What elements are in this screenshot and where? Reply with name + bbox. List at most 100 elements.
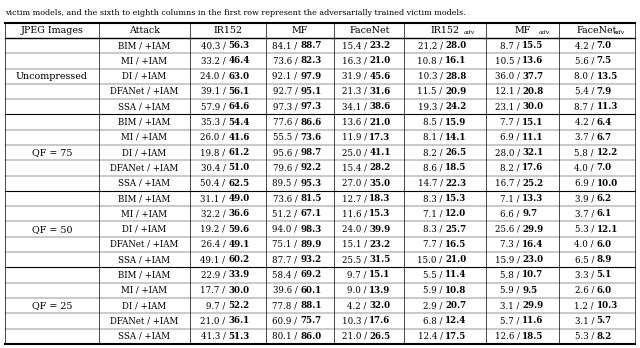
Text: 26.5: 26.5 <box>369 332 390 341</box>
Text: DI / +IAM: DI / +IAM <box>122 301 166 310</box>
Text: 16.3 /: 16.3 / <box>342 56 369 65</box>
Text: 20.8: 20.8 <box>522 87 543 96</box>
Text: SSA / +IAM: SSA / +IAM <box>118 255 170 264</box>
Text: 95.3: 95.3 <box>300 179 321 188</box>
Text: 5.1: 5.1 <box>596 270 612 279</box>
Text: 16.1: 16.1 <box>445 56 467 65</box>
Text: 5.7: 5.7 <box>596 316 612 325</box>
Text: 23.2: 23.2 <box>369 41 390 50</box>
Text: 9.7 /: 9.7 / <box>348 270 369 279</box>
Text: 10.0: 10.0 <box>596 179 618 188</box>
Text: 31.6: 31.6 <box>369 87 390 96</box>
Text: 24.2: 24.2 <box>445 102 467 111</box>
Text: 8.3 /: 8.3 / <box>423 224 445 234</box>
Text: 5.4 /: 5.4 / <box>575 87 596 96</box>
Text: 67.1: 67.1 <box>300 209 321 218</box>
Text: 49.0: 49.0 <box>228 194 250 203</box>
Text: QF = 50: QF = 50 <box>31 224 72 234</box>
Text: 12.0: 12.0 <box>445 209 467 218</box>
Text: 98.7: 98.7 <box>300 148 321 157</box>
Text: 9.5: 9.5 <box>522 286 538 295</box>
Text: 6.4: 6.4 <box>596 118 612 127</box>
Text: 12.4 /: 12.4 / <box>417 332 445 341</box>
Text: 24.0 /: 24.0 / <box>200 72 228 81</box>
Text: 21.3 /: 21.3 / <box>342 87 369 96</box>
Text: 97.3: 97.3 <box>300 102 321 111</box>
Text: 81.5: 81.5 <box>300 194 321 203</box>
Text: 5.9 /: 5.9 / <box>423 286 445 295</box>
Text: 35.0: 35.0 <box>369 179 390 188</box>
Text: 39.1 /: 39.1 / <box>200 87 228 96</box>
Text: 5.8 /: 5.8 / <box>575 148 596 157</box>
Text: 75.7: 75.7 <box>300 316 321 325</box>
Text: 10.7: 10.7 <box>522 270 543 279</box>
Text: QF = 75: QF = 75 <box>31 148 72 157</box>
Text: 39.6 /: 39.6 / <box>273 286 300 295</box>
Text: 18.5: 18.5 <box>522 332 544 341</box>
Text: MF: MF <box>292 26 308 35</box>
Text: 77.6 /: 77.6 / <box>273 118 300 127</box>
Text: 12.6 /: 12.6 / <box>495 332 522 341</box>
Text: 7.7 /: 7.7 / <box>423 240 445 249</box>
Text: 4.2 /: 4.2 / <box>575 41 596 50</box>
Text: 13.6 /: 13.6 / <box>342 118 369 127</box>
Text: 89.5 /: 89.5 / <box>273 179 300 188</box>
Text: 11.3: 11.3 <box>596 102 618 111</box>
Text: 6.9 /: 6.9 / <box>575 179 596 188</box>
Text: 6.7: 6.7 <box>596 133 612 142</box>
Text: 13.6: 13.6 <box>522 56 543 65</box>
Text: adv: adv <box>614 30 625 35</box>
Text: BIM / +IAM: BIM / +IAM <box>118 194 171 203</box>
Text: MI / +IAM: MI / +IAM <box>122 133 168 142</box>
Text: 23.0: 23.0 <box>522 255 543 264</box>
Text: 73.6 /: 73.6 / <box>273 194 300 203</box>
Text: 30.0: 30.0 <box>522 102 543 111</box>
Text: 49.1: 49.1 <box>228 240 250 249</box>
Text: 6.0: 6.0 <box>596 240 612 249</box>
Text: 22.3: 22.3 <box>445 179 467 188</box>
Text: 41.3 /: 41.3 / <box>200 332 228 341</box>
Text: 31.1 /: 31.1 / <box>200 194 228 203</box>
Text: 15.4 /: 15.4 / <box>342 164 369 172</box>
Text: 8.6 /: 8.6 / <box>423 164 445 172</box>
Text: QF = 25: QF = 25 <box>31 301 72 310</box>
Text: 4.2 /: 4.2 / <box>348 301 369 310</box>
Text: 11.4: 11.4 <box>445 270 467 279</box>
Text: 52.2: 52.2 <box>228 301 249 310</box>
Text: 38.6: 38.6 <box>369 102 390 111</box>
Text: 15.4 /: 15.4 / <box>342 41 369 50</box>
Text: JPEG Images: JPEG Images <box>20 26 83 35</box>
Text: 31.9 /: 31.9 / <box>342 72 369 81</box>
Text: 8.2: 8.2 <box>596 332 612 341</box>
Text: 57.9 /: 57.9 / <box>200 102 228 111</box>
Text: 5.6 /: 5.6 / <box>575 56 596 65</box>
Text: 25.2: 25.2 <box>522 179 543 188</box>
Text: 12.2: 12.2 <box>596 148 618 157</box>
Text: 69.2: 69.2 <box>300 270 321 279</box>
Text: 73.6 /: 73.6 / <box>273 56 300 65</box>
Text: IR152: IR152 <box>214 26 243 35</box>
Text: 8.7 /: 8.7 / <box>500 41 522 50</box>
Text: 92.7 /: 92.7 / <box>273 87 300 96</box>
Text: 84.1 /: 84.1 / <box>272 41 300 50</box>
Text: 87.7 /: 87.7 / <box>273 255 300 264</box>
Text: 6.0: 6.0 <box>596 286 612 295</box>
Text: 64.6: 64.6 <box>228 102 250 111</box>
Text: IR152: IR152 <box>431 26 460 35</box>
Text: 32.1: 32.1 <box>522 148 543 157</box>
Text: 15.3: 15.3 <box>445 194 467 203</box>
Text: 11.5 /: 11.5 / <box>417 87 445 96</box>
Text: 8.5 /: 8.5 / <box>423 118 445 127</box>
Text: DI / +IAM: DI / +IAM <box>122 72 166 81</box>
Text: 3.7 /: 3.7 / <box>575 209 596 218</box>
Text: Uncompressed: Uncompressed <box>16 72 88 81</box>
Text: 11.6 /: 11.6 / <box>342 209 369 218</box>
Text: 77.8 /: 77.8 / <box>273 301 300 310</box>
Text: 34.1 /: 34.1 / <box>342 102 369 111</box>
Text: 5.5 /: 5.5 / <box>423 270 445 279</box>
Text: 27.0 /: 27.0 / <box>342 179 369 188</box>
Text: 33.2 /: 33.2 / <box>201 56 228 65</box>
Text: 56.1: 56.1 <box>228 87 250 96</box>
Text: DFANet / +IAM: DFANet / +IAM <box>110 164 179 172</box>
Text: 2.6 /: 2.6 / <box>575 286 596 295</box>
